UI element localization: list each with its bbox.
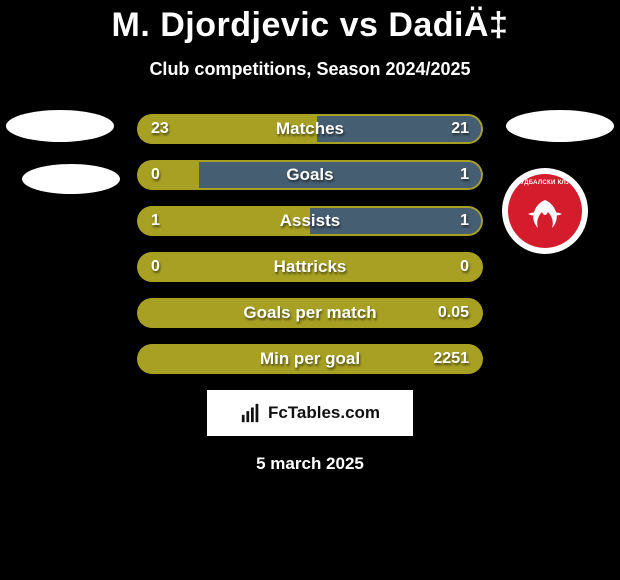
club-right-badge: ФУДБАЛСКИ КЛУБ [502,168,588,254]
stat-label: Min per goal [137,349,483,369]
date-line: 5 march 2025 [0,454,620,474]
branding-banner[interactable]: FcTables.com [207,390,413,436]
stat-label: Assists [137,211,483,231]
branding-text: FcTables.com [268,403,380,423]
stat-bar-content: 0Goals1 [137,160,483,190]
club-right-badge-inner: ФУДБАЛСКИ КЛУБ [508,174,582,248]
stat-right-value: 1 [460,212,469,230]
stat-row: 0Goals1 [137,160,483,190]
club-left-badge-placeholder [22,164,120,194]
stat-row: 0Hattricks0 [137,252,483,282]
stat-right-value: 2251 [433,350,469,368]
stat-left-value: 0 [151,166,160,184]
stat-bars: 23Matches210Goals11Assists10Hattricks0Go… [137,114,483,374]
bars-chart-icon [240,402,262,424]
player-left-avatar-placeholder [6,110,114,142]
player-right-avatar-placeholder [506,110,614,142]
club-badge-top-text: ФУДБАЛСКИ КЛУБ [508,180,582,186]
stat-label: Goals [137,165,483,185]
eagle-icon [522,192,568,238]
stat-right-value: 0.05 [438,304,469,322]
stat-left-value: 1 [151,212,160,230]
stat-bar-content: 23Matches21 [137,114,483,144]
page-title: M. Djordjevic vs DadiÄ‡ [0,6,620,45]
stat-row: Goals per match0.05 [137,298,483,328]
stat-bar-content: Goals per match0.05 [137,298,483,328]
comparison-infographic: M. Djordjevic vs DadiÄ‡ Club competition… [0,0,620,474]
stat-right-value: 1 [460,166,469,184]
stat-bar-content: 0Hattricks0 [137,252,483,282]
stat-bar-content: Min per goal2251 [137,344,483,374]
stat-label: Hattricks [137,257,483,277]
subtitle: Club competitions, Season 2024/2025 [0,59,620,80]
stat-row: Min per goal2251 [137,344,483,374]
stat-left-value: 0 [151,258,160,276]
stat-row: 1Assists1 [137,206,483,236]
comparison-area: ФУДБАЛСКИ КЛУБ 23Matches210Goals11Assist… [0,114,620,374]
stat-label: Matches [137,119,483,139]
stat-left-value: 23 [151,120,169,138]
stat-row: 23Matches21 [137,114,483,144]
stat-right-value: 21 [451,120,469,138]
stat-label: Goals per match [137,303,483,323]
stat-bar-content: 1Assists1 [137,206,483,236]
stat-right-value: 0 [460,258,469,276]
